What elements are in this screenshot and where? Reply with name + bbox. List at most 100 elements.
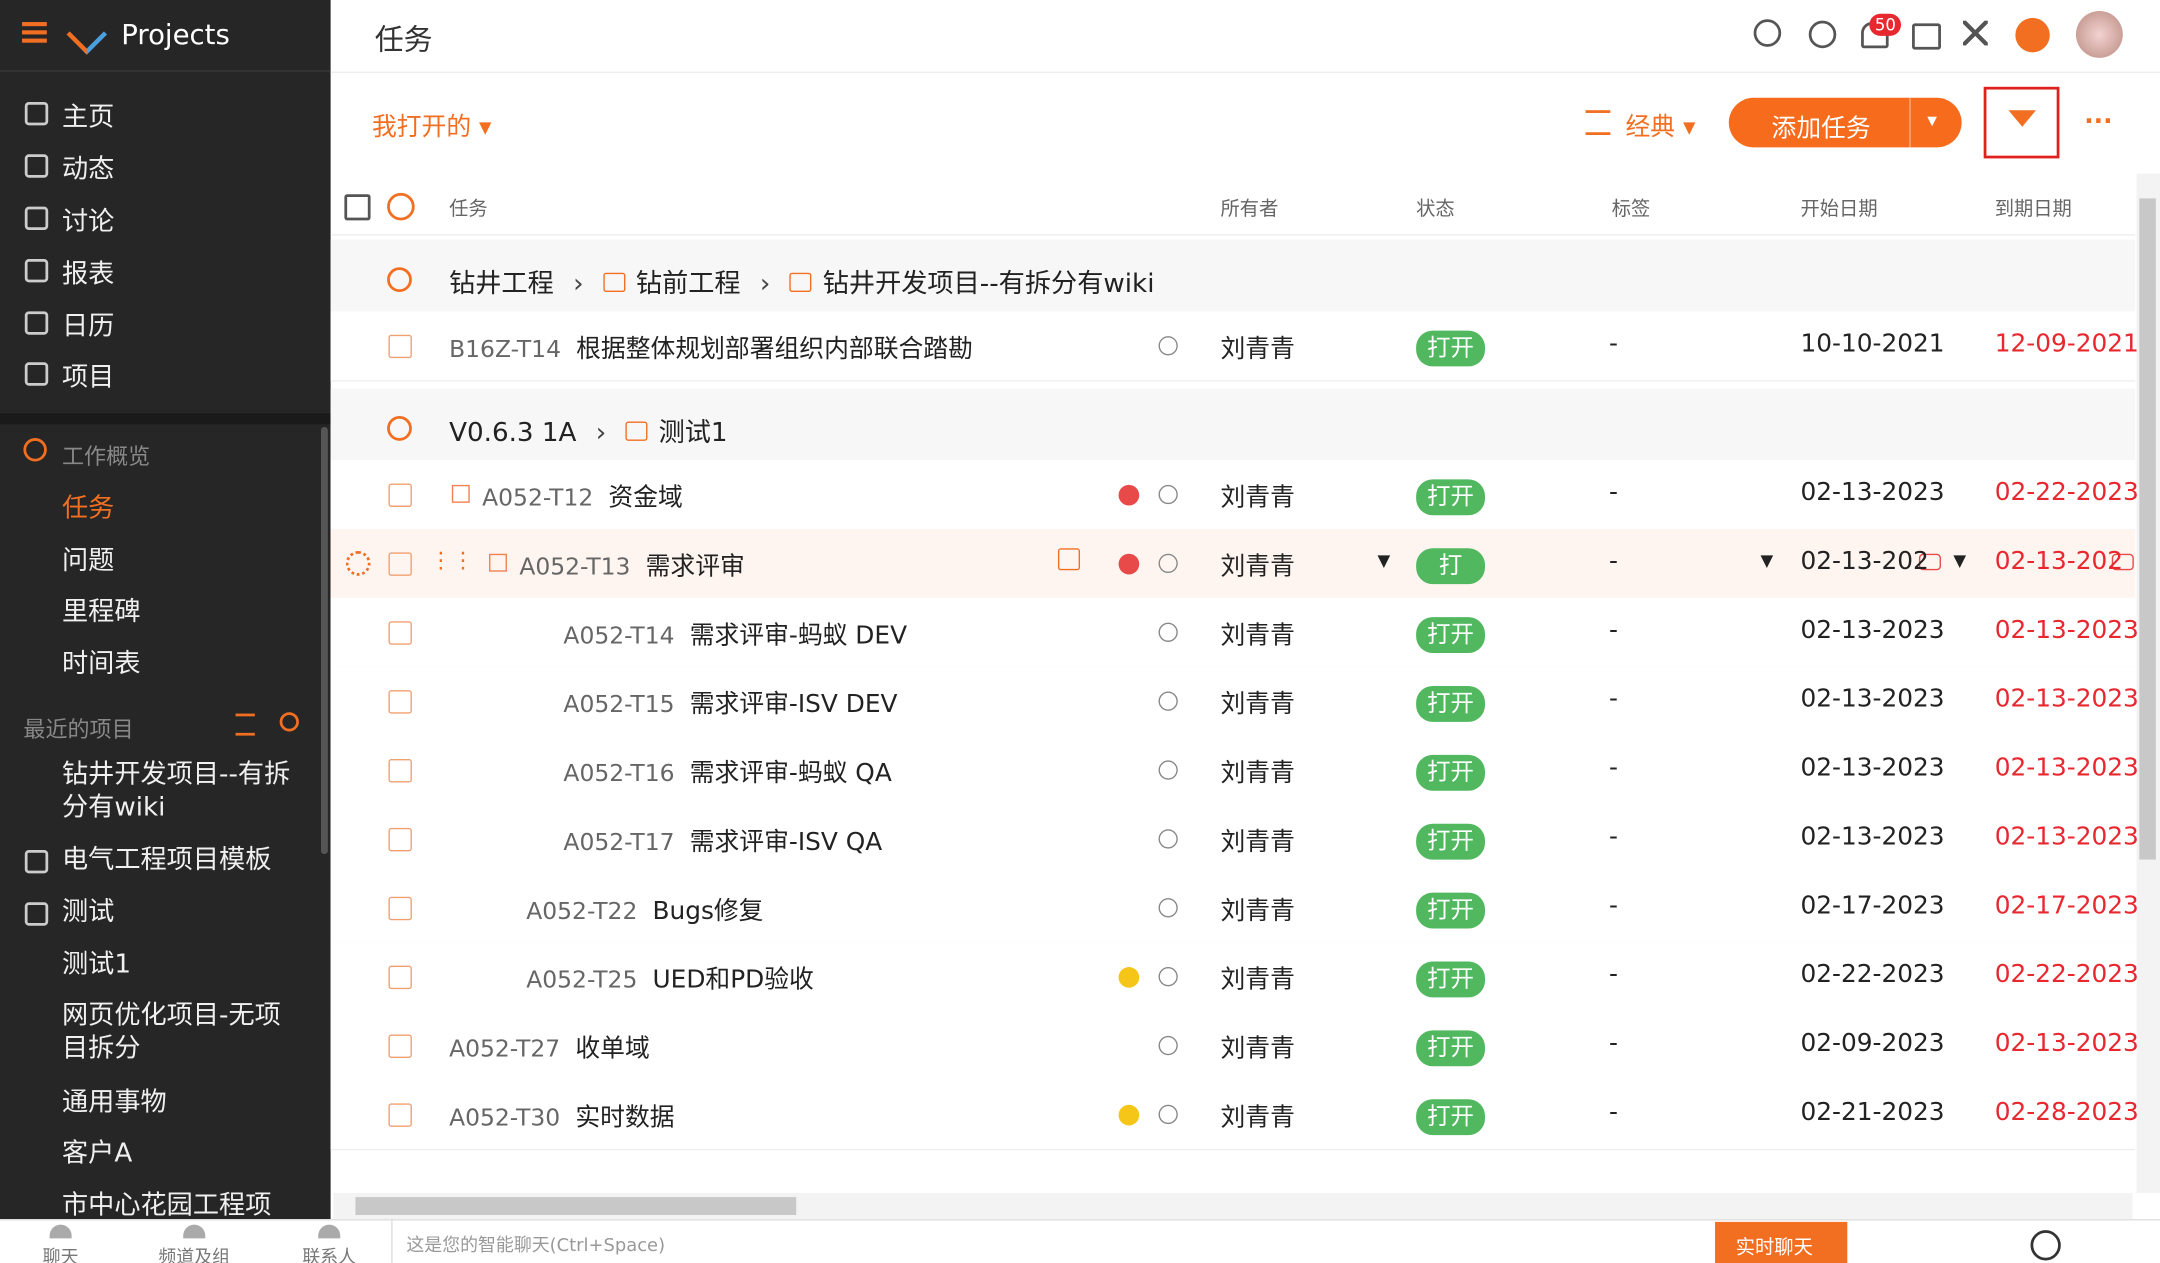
nav-item[interactable]: 项目 <box>61 362 115 393</box>
timer-icon[interactable] <box>1158 829 1178 849</box>
recent-project[interactable]: 测试 <box>61 896 115 928</box>
avatar[interactable] <box>2075 11 2123 58</box>
task-id[interactable]: A052-T16 <box>563 760 675 788</box>
breadcrumb-item[interactable]: 钻井开发项目--有拆分有wiki <box>822 268 1155 299</box>
timer-icon[interactable] <box>1158 553 1178 574</box>
chat-input[interactable]: 这是您的智能聊天(Ctrl+Space) <box>406 1235 666 1257</box>
task-id[interactable]: A052-T15 <box>563 691 675 720</box>
row[interactable] <box>330 942 2136 1013</box>
checkbox[interactable] <box>388 759 412 783</box>
row-settings[interactable] <box>345 551 371 576</box>
row[interactable] <box>330 311 2136 382</box>
task-name[interactable]: 资金域 <box>608 483 683 513</box>
bottom-tab[interactable]: 频道及组 <box>158 1248 231 1263</box>
timer-icon[interactable] <box>1158 1104 1178 1125</box>
status[interactable]: 打开 <box>1416 823 1485 860</box>
recent-project[interactable]: 钻井开发项目--有拆分有wiki <box>61 759 291 823</box>
timer-icon[interactable] <box>1158 691 1178 711</box>
timer-button[interactable] <box>1808 20 1837 49</box>
add-button[interactable] <box>2015 17 2050 53</box>
task-id[interactable]: A052-T12 <box>482 484 594 513</box>
nav-item[interactable]: 主页 <box>61 101 115 133</box>
task-id[interactable]: A052-T25 <box>526 967 638 995</box>
add-task-button[interactable] <box>1728 97 1962 148</box>
store-button[interactable] <box>1912 23 1941 50</box>
row[interactable] <box>330 666 2136 737</box>
timer-icon[interactable] <box>1158 967 1178 987</box>
task-name[interactable]: 根据整体规划部署组织内部联合踏勘 <box>576 334 973 364</box>
status[interactable]: 打开 <box>1416 686 1485 722</box>
task-id[interactable]: A052-T14 <box>563 622 675 651</box>
view-filter[interactable]: 我打开的 ▾ <box>371 112 492 142</box>
nav-item[interactable]: 报表 <box>61 258 115 290</box>
subtask-toggle[interactable] <box>489 553 507 572</box>
group-toggle[interactable] <box>387 267 412 293</box>
row[interactable] <box>330 1011 2136 1082</box>
nav-item[interactable]: 讨论 <box>61 206 115 237</box>
checkbox[interactable] <box>388 896 412 921</box>
status[interactable]: 打开 <box>1416 892 1485 929</box>
dropdown-arrow[interactable]: ▼ <box>1760 551 1774 571</box>
breadcrumb-item[interactable]: V0.6.3 1A <box>449 417 577 448</box>
status[interactable]: 打开 <box>1416 754 1485 791</box>
row[interactable] <box>330 528 2136 600</box>
work-item[interactable]: 问题 <box>61 545 115 576</box>
recent-project[interactable]: 电气工程项目模板 <box>61 844 272 875</box>
work-item[interactable]: 里程碑 <box>61 596 141 627</box>
filter-button[interactable] <box>2008 110 2037 127</box>
row[interactable] <box>330 735 2136 806</box>
dropdown-arrow[interactable]: ▼ <box>1953 551 1967 571</box>
live-chat-button[interactable] <box>1715 1221 1848 1263</box>
column-header[interactable]: 开始日期 <box>1800 198 1878 221</box>
column-settings[interactable] <box>344 194 371 221</box>
task-id[interactable]: A052-T17 <box>563 829 675 857</box>
task-name[interactable]: 实时数据 <box>575 1103 675 1133</box>
filter-icon[interactable] <box>235 713 255 736</box>
status[interactable]: 打开 <box>1416 617 1485 653</box>
task-id[interactable]: A052-T13 <box>519 553 631 582</box>
timer-icon[interactable] <box>1158 336 1178 356</box>
collapse-icon[interactable] <box>23 438 47 462</box>
dropdown-arrow[interactable]: ▼ <box>1377 551 1391 571</box>
row[interactable] <box>330 804 2136 875</box>
checkbox[interactable] <box>388 690 412 714</box>
clear-date[interactable] <box>1918 553 1941 571</box>
search-button[interactable] <box>1753 19 1782 47</box>
open-link[interactable] <box>1057 548 1080 571</box>
timer-icon[interactable] <box>1158 622 1178 642</box>
bottom-tab[interactable]: 联系人 <box>302 1248 357 1263</box>
task-id[interactable]: A052-T27 <box>449 1035 561 1064</box>
task-id[interactable]: A052-T22 <box>526 898 638 926</box>
task-name[interactable]: 需求评审-蚂蚁 QA <box>689 759 892 788</box>
work-item[interactable]: 时间表 <box>61 648 141 680</box>
tools-button[interactable] <box>1963 20 1988 46</box>
task-name[interactable]: UED和PD验收 <box>652 965 814 995</box>
work-item[interactable]: 任务 <box>61 493 115 524</box>
status[interactable]: 打开 <box>1416 330 1485 367</box>
timer-icon[interactable] <box>1158 760 1178 780</box>
status[interactable]: 打开 <box>1416 479 1485 516</box>
subtask-toggle[interactable] <box>451 484 470 503</box>
column-header[interactable]: 标签 <box>1611 198 1651 221</box>
timer-icon[interactable] <box>1158 898 1178 918</box>
checkbox[interactable] <box>388 965 412 990</box>
column-header[interactable]: 到期日期 <box>1994 198 2072 221</box>
nav-item[interactable]: 动态 <box>61 154 115 185</box>
breadcrumb-item[interactable]: 钻井工程 <box>449 268 554 299</box>
column-header[interactable]: 所有者 <box>1220 198 1279 221</box>
layout-switch[interactable]: 经典 ▾ <box>1625 112 1696 142</box>
task-name[interactable]: Bugs修复 <box>652 896 764 926</box>
bottom-tab[interactable]: 聊天 <box>42 1248 79 1263</box>
checkbox[interactable] <box>388 552 412 576</box>
help-button[interactable] <box>2030 1230 2061 1261</box>
nav-item[interactable]: 日历 <box>61 311 115 342</box>
menu-icon[interactable] <box>22 22 47 27</box>
checkbox[interactable] <box>388 827 412 852</box>
timer-icon[interactable] <box>1158 1035 1178 1056</box>
breadcrumb-item[interactable]: 钻前工程 <box>635 268 741 299</box>
row[interactable] <box>330 460 2136 531</box>
column-header[interactable]: 任务 <box>449 198 488 221</box>
search-icon[interactable] <box>279 712 299 732</box>
checkbox[interactable] <box>388 1034 412 1058</box>
timer-icon[interactable] <box>1158 484 1178 505</box>
